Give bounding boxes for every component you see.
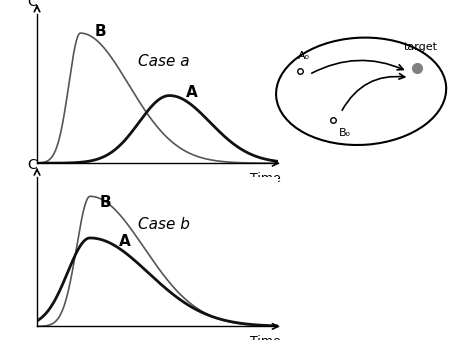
FancyArrowPatch shape xyxy=(312,61,403,73)
Text: A: A xyxy=(119,234,131,249)
Text: Bₒ: Bₒ xyxy=(339,128,351,138)
Text: C: C xyxy=(27,158,37,172)
Text: Case a: Case a xyxy=(138,54,190,69)
X-axis label: Time: Time xyxy=(250,172,281,185)
Text: Case b: Case b xyxy=(138,217,190,232)
Text: A: A xyxy=(186,85,198,100)
Text: B: B xyxy=(95,24,106,39)
Text: C: C xyxy=(27,0,37,9)
Text: Aₒ: Aₒ xyxy=(298,51,310,61)
Text: target: target xyxy=(403,42,438,52)
X-axis label: Time: Time xyxy=(250,335,281,340)
Ellipse shape xyxy=(276,38,446,145)
FancyArrowPatch shape xyxy=(342,74,405,110)
Text: B: B xyxy=(100,195,111,210)
